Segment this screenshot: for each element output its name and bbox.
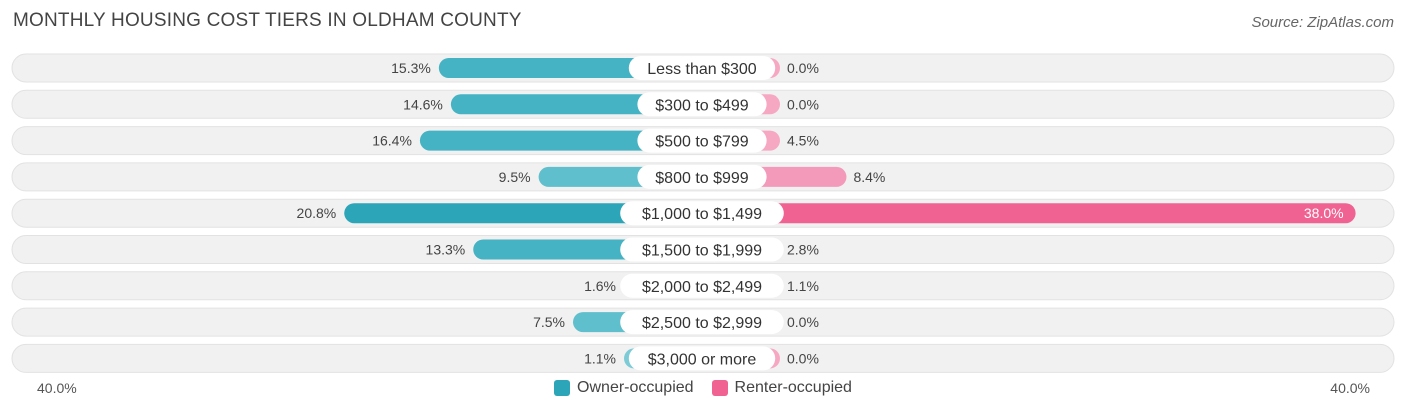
category-label: $300 to $499	[655, 97, 749, 114]
owner-value-label: 15.3%	[391, 60, 431, 76]
owner-value-label: 14.6%	[403, 96, 443, 112]
category-label: $2,000 to $2,499	[642, 279, 762, 296]
owner-value-label: 1.1%	[584, 350, 616, 366]
owner-value-label: 20.8%	[297, 205, 337, 221]
legend-swatch-renter	[711, 380, 728, 396]
category-label: $1,000 to $1,499	[642, 206, 762, 223]
renter-value-label: 0.0%	[787, 60, 819, 76]
category-pill	[637, 128, 767, 153]
category-label: $1,500 to $1,999	[642, 243, 762, 260]
renter-value-label: 0.0%	[787, 96, 819, 112]
renter-bar	[702, 203, 1356, 224]
legend-label-renter: Renter-occupied	[734, 379, 852, 396]
category-label: $800 to $999	[655, 170, 749, 187]
chart-title: MONTHLY HOUSING COST TIERS IN OLDHAM COU…	[13, 10, 522, 31]
renter-value-label: 8.4%	[853, 169, 885, 185]
renter-value-label: 1.1%	[787, 278, 819, 294]
category-pill	[637, 164, 767, 189]
category-label: $2,500 to $2,999	[642, 315, 762, 332]
category-pill	[637, 92, 767, 117]
owner-bar	[344, 203, 702, 224]
category-label: $3,000 or more	[648, 351, 757, 368]
renter-value-label: 0.0%	[787, 314, 819, 330]
chart-source: Source: ZipAtlas.com	[1251, 14, 1394, 31]
owner-value-label: 9.5%	[499, 169, 531, 185]
owner-bar	[419, 130, 702, 151]
renter-value-label: 0.0%	[787, 350, 819, 366]
renter-value-label: 2.8%	[787, 242, 819, 258]
category-label: $500 to $799	[655, 134, 749, 151]
category-pill	[620, 237, 784, 262]
category-pill	[628, 346, 776, 371]
axis-label-right: 40.0%	[1330, 380, 1370, 396]
legend-swatch-owner	[554, 380, 571, 396]
category-pill	[620, 201, 784, 226]
legend-label-owner: Owner-occupied	[577, 379, 694, 396]
renter-value-label: 4.5%	[787, 133, 819, 149]
owner-value-label: 1.6%	[584, 278, 616, 294]
legend: Owner-occupied Renter-occupied	[0, 379, 1406, 397]
renter-value-label: 38.0%	[1304, 205, 1344, 221]
legend-item-renter: Renter-occupied	[711, 379, 852, 397]
owner-value-label: 7.5%	[533, 314, 565, 330]
category-label: Less than $300	[647, 61, 757, 78]
category-pill	[628, 56, 776, 80]
category-pill	[620, 310, 784, 335]
axis-label-left: 40.0%	[37, 380, 77, 396]
owner-value-label: 16.4%	[372, 133, 412, 149]
legend-item-owner: Owner-occupied	[554, 379, 694, 397]
category-pill	[620, 273, 784, 298]
owner-value-label: 13.3%	[426, 242, 466, 258]
